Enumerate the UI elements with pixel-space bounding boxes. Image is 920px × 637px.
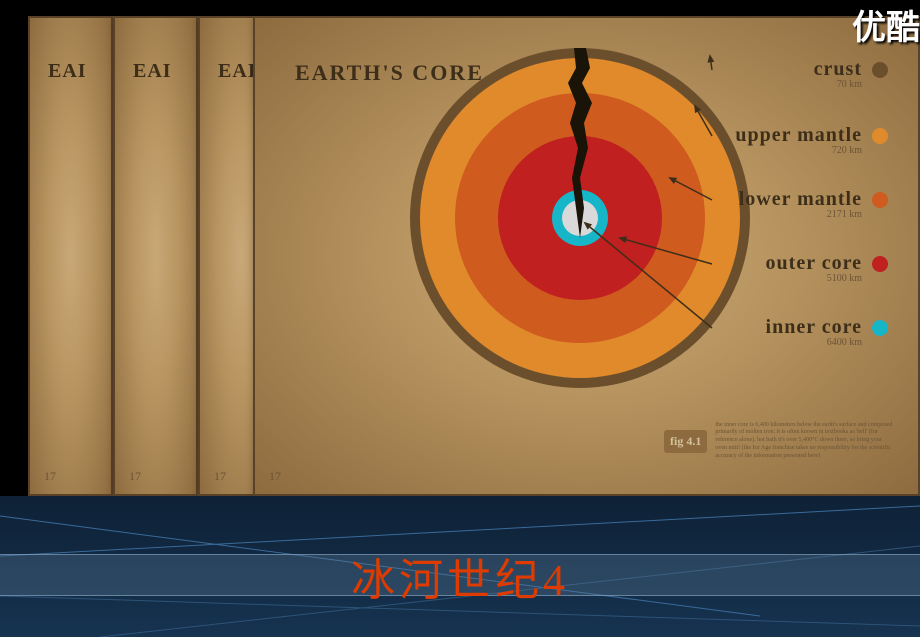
- label-name-outer_core: outer core: [712, 252, 862, 275]
- slide-stack: EAI 17 EAI 17 EAI 17 EARTH'S CORE 17 cru…: [0, 0, 920, 496]
- swatch-crust: [872, 62, 888, 78]
- youku-watermark: 优酷: [852, 0, 920, 49]
- figure-tag: fig 4.1: [664, 430, 707, 453]
- page-number: 17: [44, 469, 56, 484]
- slide-behind-2: EAI 17: [113, 16, 198, 496]
- partial-title: EAI: [48, 60, 87, 83]
- label-name-crust: crust: [712, 58, 862, 81]
- label-outer_core: outer core5100 km: [712, 252, 862, 284]
- swatch-upper_mantle: [872, 128, 888, 144]
- figure-text: the inner core is 6,400 kilometers below…: [715, 422, 894, 461]
- label-upper_mantle: upper mantle720 km: [712, 124, 862, 156]
- label-crust: crust70 km: [712, 58, 862, 90]
- label-name-lower_mantle: lower mantle: [712, 188, 862, 211]
- swatch-lower_mantle: [872, 192, 888, 208]
- page-number: 17: [214, 469, 226, 484]
- label-name-inner_core: inner core: [712, 316, 862, 339]
- slide-behind-1: EAI 17: [28, 16, 113, 496]
- page-number: 17: [129, 469, 141, 484]
- partial-title: EAI: [133, 60, 172, 83]
- label-depth-crust: 70 km: [712, 79, 862, 90]
- label-lower_mantle: lower mantle2171 km: [712, 188, 862, 220]
- figure-caption-box: fig 4.1 the inner core is 6,400 kilomete…: [664, 416, 894, 466]
- partial-title: EAI: [218, 60, 257, 83]
- slide-front: EARTH'S CORE 17 crust70 kmupper mantle72…: [253, 16, 920, 496]
- label-inner_core: inner core6400 km: [712, 316, 862, 348]
- footer-title: 冰河世纪4: [0, 544, 920, 608]
- swatch-inner_core: [872, 320, 888, 336]
- footer: 冰河世纪4: [0, 496, 920, 637]
- label-name-upper_mantle: upper mantle: [712, 124, 862, 147]
- swatch-outer_core: [872, 256, 888, 272]
